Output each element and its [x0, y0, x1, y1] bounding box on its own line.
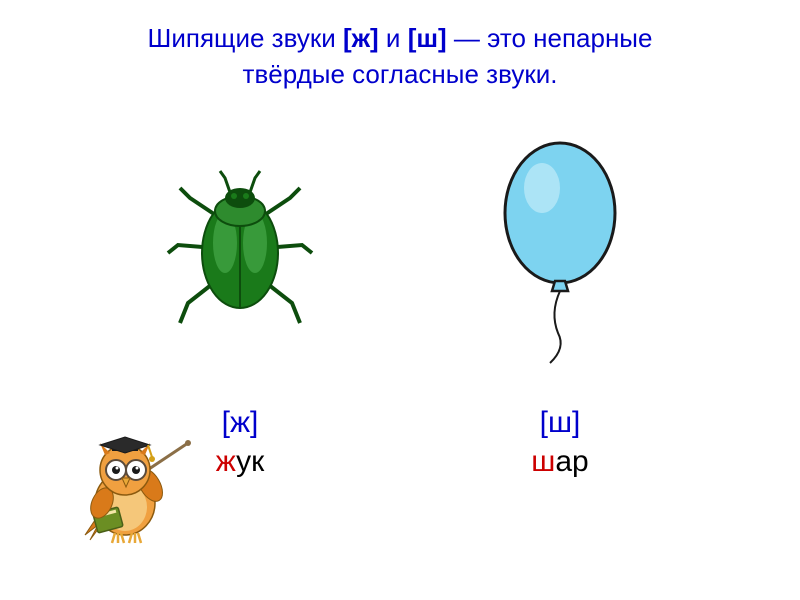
- balloon-image: [460, 133, 660, 373]
- left-highlight: ж: [216, 445, 236, 478]
- owl-mascot: [70, 425, 200, 560]
- title-sound2: [ш]: [408, 23, 447, 53]
- right-caption: [ш] шар: [531, 403, 588, 481]
- title: Шипящие звуки [ж] и [ш] — это непарные т…: [0, 0, 800, 103]
- beetle-svg: [150, 163, 330, 343]
- title-part2: и: [379, 23, 408, 53]
- left-caption: [ж] жук: [216, 403, 265, 481]
- owl-svg: [70, 425, 200, 555]
- right-phonetic: [ш]: [531, 403, 588, 442]
- right-highlight: ш: [531, 445, 555, 478]
- left-word: жук: [216, 442, 265, 481]
- title-sound1: [ж]: [343, 23, 379, 53]
- title-line2: твёрдые согласные звуки.: [243, 59, 558, 89]
- right-word: шар: [531, 442, 588, 481]
- right-rest: ар: [555, 445, 588, 478]
- left-phonetic: [ж]: [216, 403, 265, 442]
- balloon-svg: [480, 133, 640, 373]
- title-part1: Шипящие звуки: [148, 23, 343, 53]
- beetle-image: [140, 133, 340, 373]
- left-rest: ук: [236, 445, 264, 478]
- title-part3: — это непарные: [447, 23, 653, 53]
- right-item: [ш] шар: [460, 133, 660, 481]
